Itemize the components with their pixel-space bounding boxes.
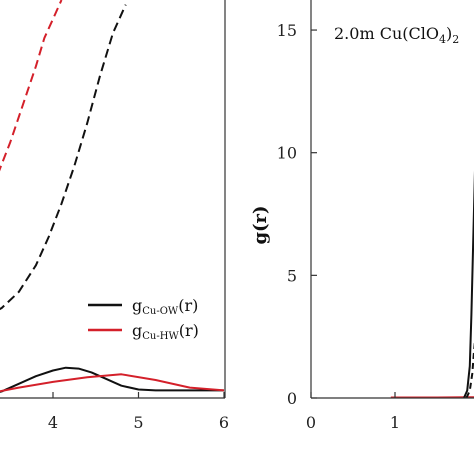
left-series-line-3 (0, 4, 127, 311)
left-series-line-1 (0, 366, 224, 393)
left-series-line-2 (0, 373, 225, 393)
right-y-tick-label-10: 10 (277, 144, 297, 163)
left-series-group (0, 0, 225, 393)
right-x-tick-label-0: 0 (306, 413, 316, 432)
left-x-tick-label-5: 5 (133, 413, 143, 432)
left-legend: gCu-OW(r) gCu-HW(r) (88, 296, 199, 342)
left-panel: 4 5 6 gCu-OW(r) gCu-HW(r) (0, 0, 229, 432)
left-x-tick-label-4: 4 (48, 413, 58, 432)
right-y-tick-label-0: 0 (287, 389, 297, 408)
right-x-tick-label-1: 1 (390, 413, 400, 432)
left-x-ticks: 4 5 6 (48, 392, 229, 432)
chart-annotation: 2.0m Cu(ClO4)2 (334, 24, 459, 46)
left-series-line-4 (0, 0, 63, 172)
right-y-tick-label-15: 15 (277, 21, 297, 40)
left-x-tick-label-6: 6 (219, 413, 229, 432)
right-y-tick-label-5: 5 (287, 266, 297, 285)
right-series-line-2 (462, 170, 474, 399)
legend-label-cu-ow: gCu-OW(r) (132, 296, 198, 317)
y-axis-label: g(r) (250, 205, 271, 244)
legend-label-cu-hw: gCu-HW(r) (132, 321, 199, 342)
right-y-ticks: 0 5 10 15 (277, 21, 317, 408)
